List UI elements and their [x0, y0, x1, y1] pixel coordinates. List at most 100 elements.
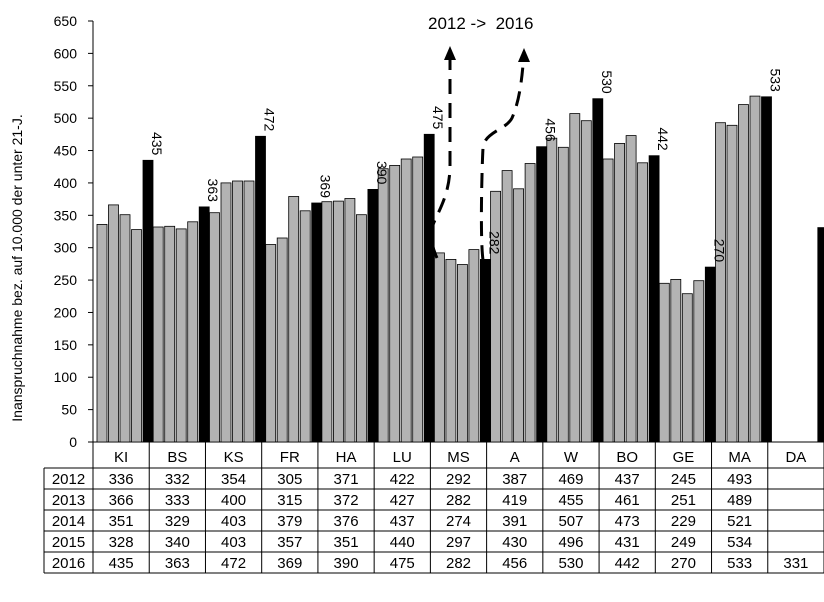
category-label-MA: MA [728, 449, 751, 466]
y-tick-label: 550 [54, 78, 78, 94]
y-tick-label: 400 [54, 175, 78, 191]
table-cell: 390 [334, 555, 359, 572]
bar-2015-MS [468, 249, 480, 443]
table-cell: 333 [165, 492, 190, 509]
data-label-KS: 472 [262, 108, 278, 132]
category-label-DA: DA [785, 449, 806, 466]
table-cell: 274 [446, 513, 471, 530]
data-label-LU: 475 [430, 106, 446, 130]
table-cell: 437 [615, 471, 640, 488]
bar-2016-LU [423, 133, 435, 443]
bar-2016-MA [761, 96, 772, 443]
table-cell: 440 [390, 534, 415, 551]
bar-2013-MA [726, 124, 738, 443]
table-cell: 475 [390, 555, 415, 572]
bar-2015-KI [131, 229, 142, 443]
category-label-BO: BO [616, 449, 638, 466]
data-label-A: 456 [543, 118, 559, 142]
table-cell: 351 [109, 513, 134, 530]
table-cell: 430 [502, 534, 527, 551]
category-label-W: W [564, 449, 579, 466]
table-cell: 297 [446, 534, 471, 551]
annotation-text: 2012 -> 2016 [428, 14, 533, 33]
table-row-label-2015: 2015 [52, 534, 85, 551]
bar-2014-MS [456, 264, 468, 443]
y-tick-label: 350 [54, 207, 78, 223]
y-tick-label: 250 [54, 272, 78, 288]
bar-2014-KI [119, 214, 131, 443]
table-cell: 427 [390, 492, 415, 509]
table-row-label-2016: 2016 [52, 555, 85, 572]
bar-2016-KI [142, 159, 154, 443]
table-cell: 329 [165, 513, 190, 530]
annotation-arrowhead-right [518, 48, 530, 62]
bar-2015-KS [243, 180, 255, 443]
bar-2013-FR [276, 237, 288, 443]
table-cell: 507 [558, 513, 583, 530]
table-cell: 315 [277, 492, 302, 509]
annotation-arrowhead-left [444, 46, 456, 60]
table-cell: 391 [502, 513, 527, 530]
table-cell: 493 [727, 471, 752, 488]
table-cell: 332 [165, 471, 190, 488]
bar-2015-MA [749, 95, 761, 443]
bar-2014-GE [681, 293, 693, 443]
category-label-LU: LU [393, 449, 412, 466]
bar-2016-KS [255, 135, 266, 443]
table-cell: 437 [390, 513, 415, 530]
y-tick-label: 100 [54, 369, 78, 385]
table-cell: 369 [277, 555, 302, 572]
table-cell: 251 [671, 492, 696, 509]
category-label-KS: KS [224, 449, 244, 466]
table-row-label-2012: 2012 [52, 471, 85, 488]
bar-2012-LU [377, 168, 389, 443]
data-label-KI: 435 [149, 132, 165, 156]
category-label-A: A [510, 449, 520, 466]
bar-2012-BO [602, 158, 614, 443]
bar-2016-GE [704, 266, 716, 443]
table-cell: 282 [446, 492, 471, 509]
table-row-label-2014: 2014 [52, 513, 85, 530]
category-label-KI: KI [114, 449, 128, 466]
bar-2014-BS [175, 228, 187, 443]
bar-2015-BO [637, 162, 648, 443]
bar-2015-HA [355, 214, 367, 443]
bars [96, 95, 824, 443]
bar-2013-LU [389, 164, 401, 443]
table-cell: 530 [558, 555, 583, 572]
y-tick-label: 650 [54, 13, 78, 29]
annotation-group: 2012 -> 2016 [428, 14, 533, 261]
table-cell: 376 [334, 513, 359, 530]
table-cell: 461 [615, 492, 640, 509]
bar-2015-W [580, 120, 592, 443]
bar-2016-A [536, 146, 547, 443]
table-cell: 489 [727, 492, 752, 509]
bar-2014-A [513, 188, 524, 443]
category-label-MS: MS [447, 449, 470, 466]
table-cell: 473 [615, 513, 640, 530]
table-cell: 387 [502, 471, 527, 488]
data-label-HA: 390 [374, 161, 390, 185]
bar-2013-KI [108, 204, 119, 443]
table-cell: 422 [390, 471, 415, 488]
table-cell: 249 [671, 534, 696, 551]
table-cell: 534 [727, 534, 752, 551]
y-tick-label: 300 [54, 240, 78, 256]
bar-2015-GE [693, 280, 705, 443]
table-cell: 354 [221, 471, 246, 488]
bar-2012-KS [209, 212, 220, 443]
data-label-GE: 270 [711, 239, 727, 263]
table-cell: 351 [334, 534, 359, 551]
bar-2016-MS [479, 258, 491, 443]
table-cell: 455 [558, 492, 583, 509]
bar-2013-A [501, 170, 513, 443]
bar-2013-KS [220, 182, 232, 443]
y-tick-label: 150 [54, 337, 78, 353]
category-label-HA: HA [336, 449, 357, 466]
table-cell: 533 [727, 555, 752, 572]
bar-2014-BO [625, 135, 637, 443]
table-cell: 372 [334, 492, 359, 509]
bar-2016-W [592, 98, 604, 443]
bar-2012-MS [433, 252, 445, 443]
table-cell: 229 [671, 513, 696, 530]
